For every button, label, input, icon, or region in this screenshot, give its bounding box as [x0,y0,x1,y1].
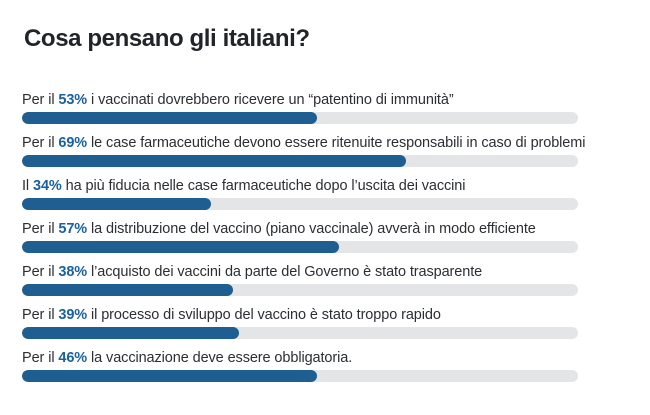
statement-prefix: Per il [22,264,59,281]
bar-fill [22,155,406,168]
bar-fill [22,241,339,254]
statement-prefix: Il [22,178,33,195]
content-area: Cosa pensano gli italiani? Per il 53% i … [22,25,650,383]
statement-text: l’acquisto dei vaccini da parte del Gove… [87,264,483,281]
bar-fill [22,370,317,383]
statement-text: i vaccinati dovrebbero ricevere un “pate… [87,92,454,109]
survey-row: Il 34% ha più fiducia nelle case farmace… [22,177,650,211]
survey-row: Per il 38% l’acquisto dei vaccini da par… [22,263,650,297]
statement-prefix: Per il [22,350,59,367]
statement-percentage: 39% [58,307,88,324]
statement-label: Per il 57% la distribuzione del vaccino … [22,220,650,238]
bar-track [22,241,578,254]
statement-percentage: 34% [32,178,62,195]
statement-text: la vaccinazione deve essere obbligatoria… [87,350,353,367]
statement-prefix: Per il [22,221,59,238]
bar-fill [22,327,239,340]
bar-fill [22,112,317,125]
bar-track [22,155,578,168]
bar-track [22,198,578,211]
statement-percentage: 57% [58,221,88,238]
statement-label: Il 34% ha più fiducia nelle case farmace… [22,177,650,195]
bar-track [22,284,578,297]
statement-prefix: Per il [22,135,59,152]
survey-row: Per il 39% il processo di sviluppo del v… [22,306,650,340]
statement-text: la distribuzione del vaccino (piano vacc… [87,221,536,238]
bar-track [22,327,578,340]
statement-label: Per il 46% la vaccinazione deve essere o… [22,349,650,367]
statement-text: il processo di sviluppo del vaccino è st… [87,307,441,324]
survey-rows: Per il 53% i vaccinati dovrebbero riceve… [22,91,650,383]
bar-track [22,112,578,125]
bar-track [22,370,578,383]
page-title: Cosa pensano gli italiani? [24,25,310,52]
statement-prefix: Per il [22,307,59,324]
survey-row: Per il 57% la distribuzione del vaccino … [22,220,650,254]
statement-text: ha più fiducia nelle case farmaceutiche … [61,178,466,195]
survey-row: Per il 53% i vaccinati dovrebbero riceve… [22,91,650,125]
statement-label: Per il 39% il processo di sviluppo del v… [22,306,650,324]
statement-text: le case farmaceutiche devono essere rite… [87,135,586,152]
bar-fill [22,284,234,297]
survey-row: Per il 46% la vaccinazione deve essere o… [22,349,650,383]
statement-label: Per il 53% i vaccinati dovrebbero riceve… [22,91,650,109]
bar-fill [22,198,212,211]
statement-percentage: 46% [58,350,88,367]
statement-percentage: 38% [58,264,88,281]
statement-label: Per il 69% le case farmaceutiche devono … [22,134,650,152]
survey-row: Per il 69% le case farmaceutiche devono … [22,134,650,168]
statement-percentage: 69% [58,135,88,152]
statement-percentage: 53% [58,92,88,109]
statement-prefix: Per il [22,92,59,109]
statement-label: Per il 38% l’acquisto dei vaccini da par… [22,263,650,281]
